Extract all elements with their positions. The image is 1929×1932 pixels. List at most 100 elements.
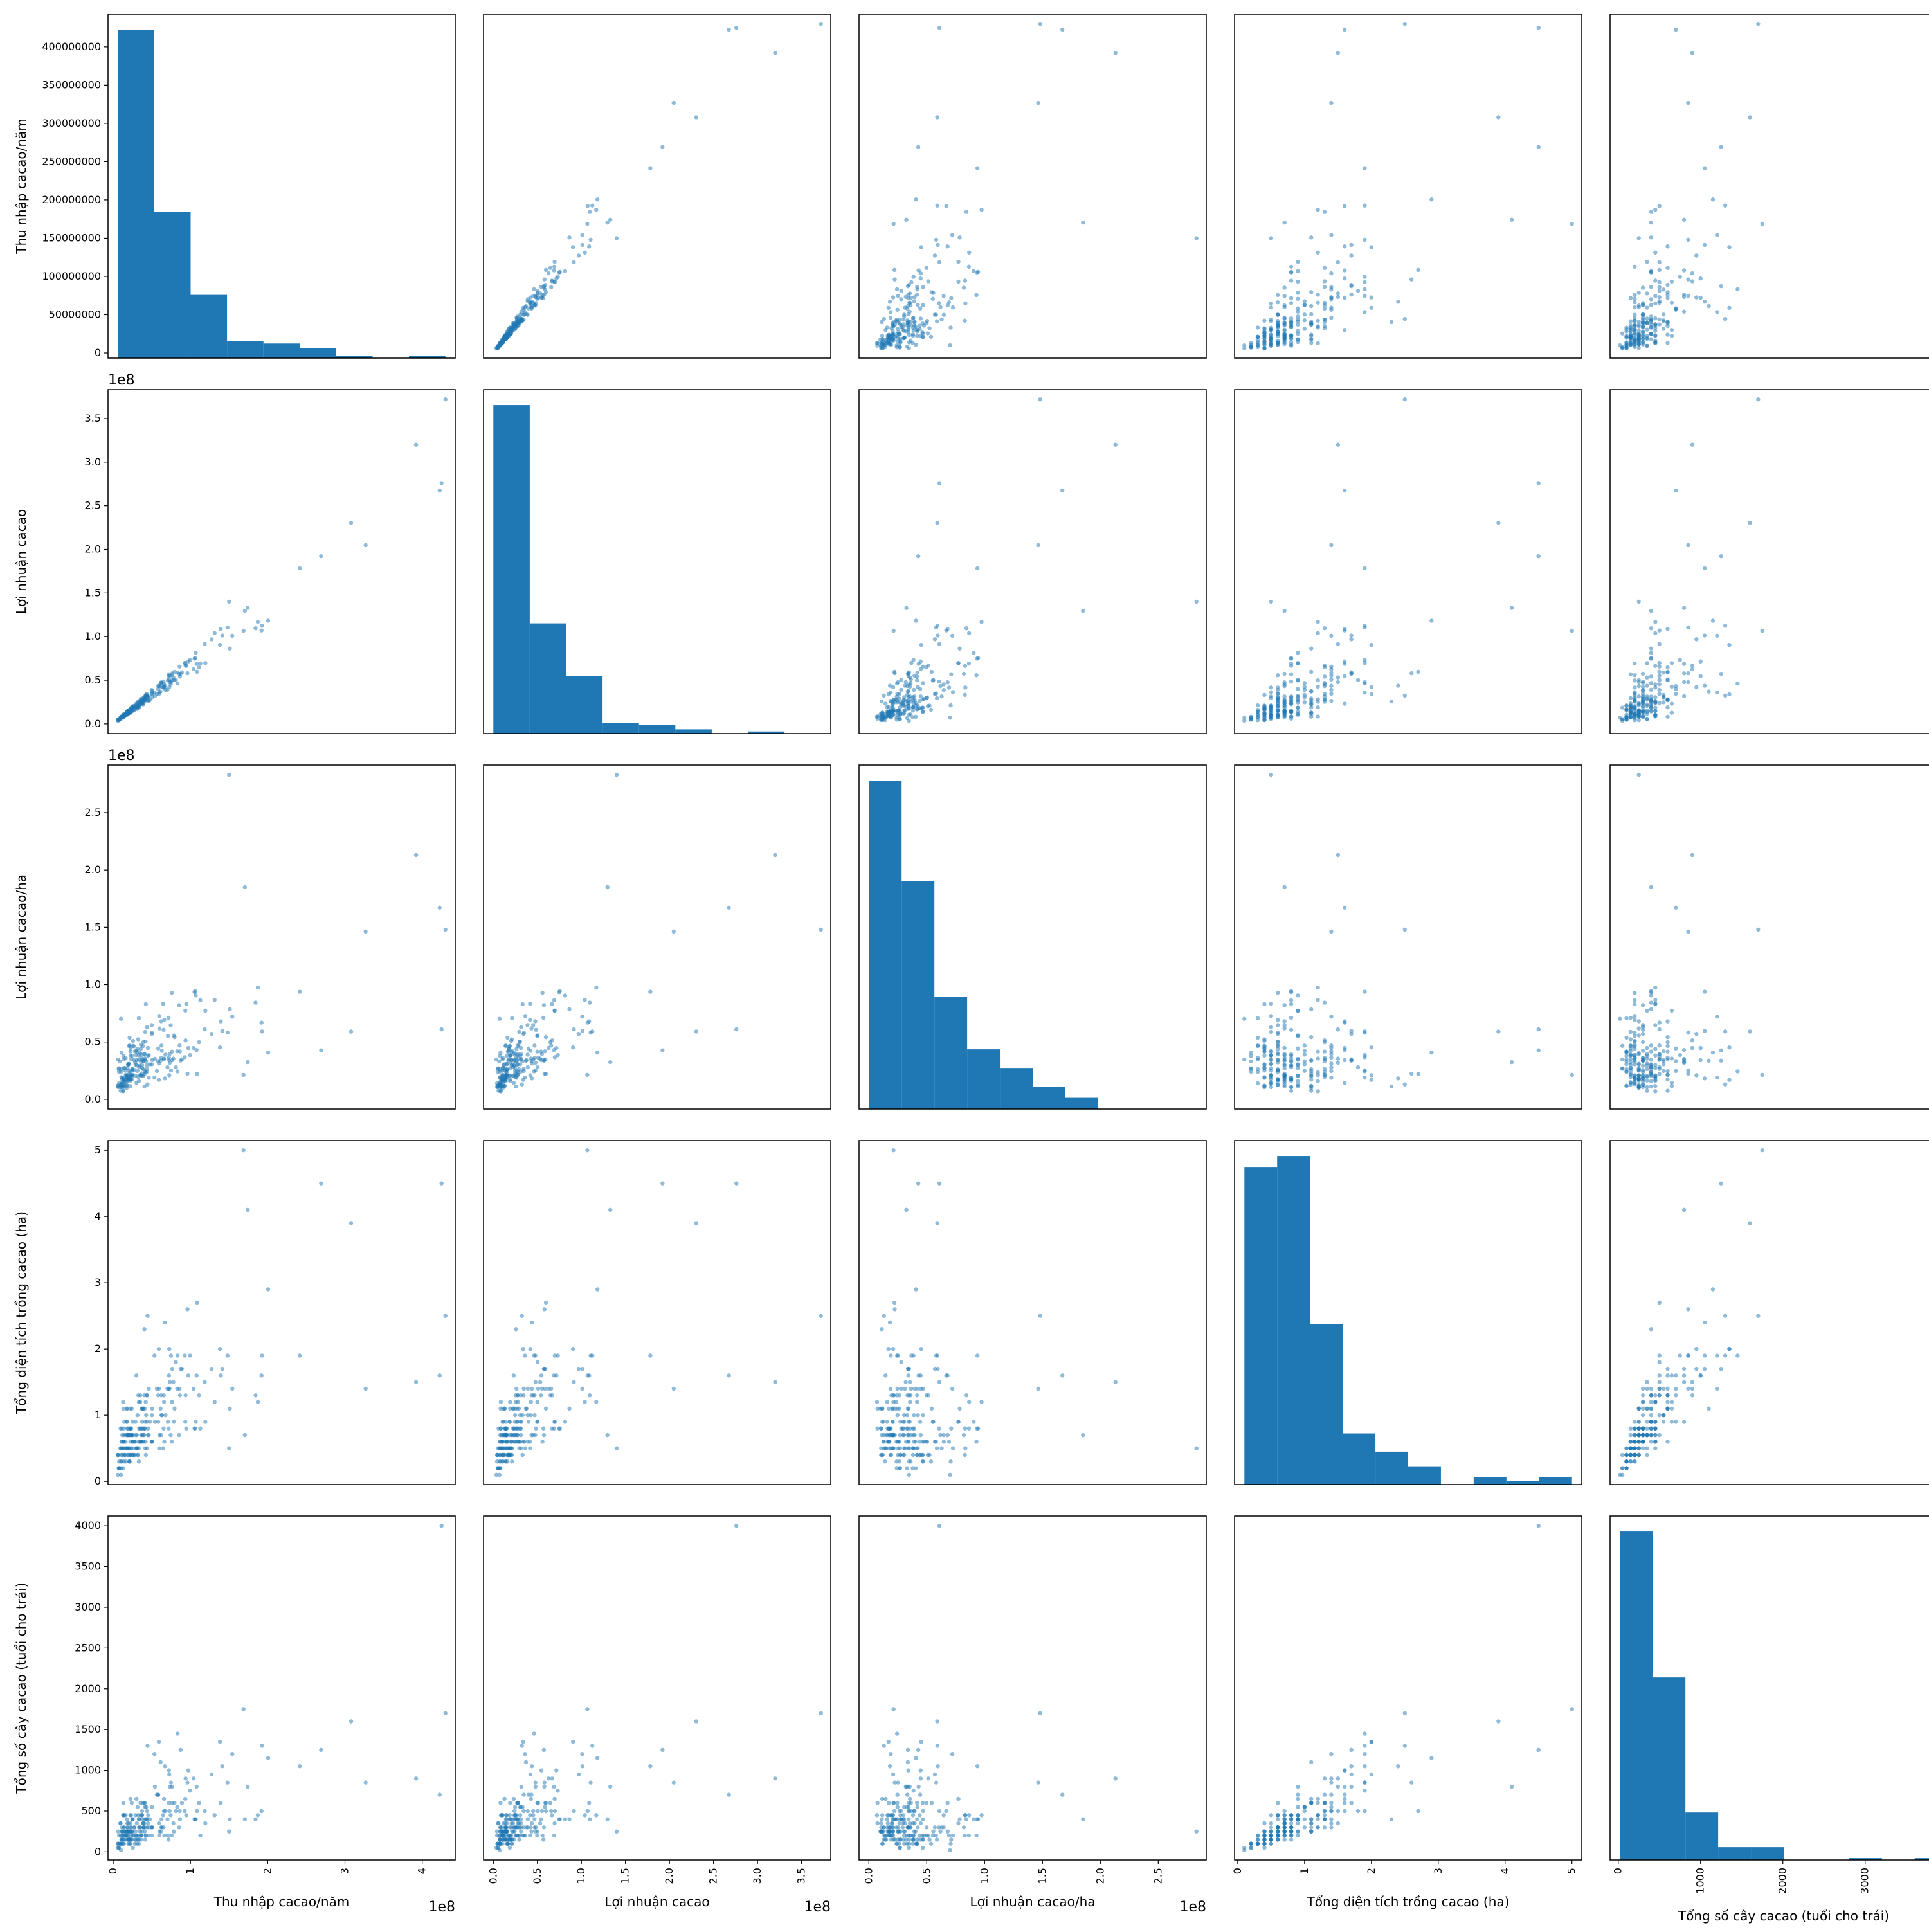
scatter-point (672, 101, 676, 105)
scatter-point (528, 1834, 532, 1837)
scatter-point (1665, 1387, 1669, 1391)
x-tick-label: 2.5 (707, 1868, 720, 1884)
scatter-point (1363, 682, 1366, 685)
scatter-point (1658, 1043, 1662, 1047)
cell-loi_nhuan_ha-vs-loi_nhuan_ha (859, 765, 1206, 1109)
scatter-point (773, 51, 777, 55)
scatter-point (1336, 295, 1340, 299)
scatter-point (882, 1837, 885, 1841)
scatter-point (889, 1393, 893, 1397)
scatter-point (1686, 1031, 1690, 1034)
scatter-point (1633, 1453, 1636, 1457)
scatter-point (972, 651, 975, 655)
scatter-point (1658, 1373, 1662, 1377)
scatter-point (530, 1321, 534, 1324)
scatter-point (1703, 683, 1707, 687)
scatter-point (516, 1400, 520, 1404)
scatter-point (935, 1221, 939, 1225)
scatter-point (125, 1821, 129, 1825)
scatter-point (1309, 1084, 1313, 1088)
scatter-point (1370, 1740, 1373, 1744)
scatter-point (1707, 689, 1710, 693)
scatter-point (1649, 647, 1653, 651)
scatter-point (1363, 691, 1366, 694)
scatter-point (498, 1466, 502, 1470)
scatter-point (819, 1711, 823, 1715)
scatter-point (926, 1834, 930, 1837)
scatter-point (879, 346, 883, 350)
cell-thu_nhap-vs-so_cay (1610, 14, 1929, 358)
scatter-point (886, 1813, 890, 1817)
scatter-point (1633, 1446, 1636, 1450)
scatter-point (1649, 694, 1653, 698)
scatter-point (127, 1446, 131, 1450)
scatter-point (176, 1353, 179, 1357)
scatter-point (194, 651, 197, 655)
scatter-point (1641, 1028, 1645, 1032)
scatter-point (1653, 278, 1657, 282)
scatter-point (161, 1825, 165, 1829)
scatter-point (256, 620, 260, 624)
scatter-point (898, 1420, 902, 1423)
scatter-point (588, 238, 592, 242)
scatter-point (956, 260, 960, 264)
scatter-point (508, 1079, 512, 1083)
axes-frame (108, 1141, 455, 1485)
scatter-point (1363, 624, 1366, 627)
scatter-point (159, 1407, 163, 1411)
scatter-point (1329, 1801, 1333, 1805)
scatter-point (524, 1059, 528, 1063)
scatter-point (1537, 481, 1541, 485)
scatter-point (129, 1084, 132, 1088)
scatter-point (158, 1026, 161, 1030)
scatter-point (1370, 692, 1373, 696)
scatter-point (1633, 316, 1636, 320)
scatter-point (1686, 671, 1690, 675)
scatter-point (172, 1407, 176, 1411)
scatter-point (907, 1446, 911, 1450)
scatter-point (500, 1446, 504, 1450)
scatter-point (157, 1834, 161, 1837)
scatter-point (1641, 325, 1645, 329)
scatter-point (1694, 637, 1698, 641)
scatter-point (552, 998, 556, 1002)
scatter-point (521, 1387, 525, 1391)
scatter-point (1649, 993, 1653, 997)
scatter-point (1262, 326, 1266, 330)
scatter-point (887, 710, 891, 714)
scatter-point (1396, 1076, 1400, 1080)
scatter-point (1665, 1088, 1669, 1092)
histogram-bar (1507, 1481, 1539, 1485)
scatter-point (183, 661, 186, 665)
scatter-point (887, 306, 891, 310)
scatter-point (903, 1785, 907, 1789)
scatter-point (1670, 1407, 1674, 1411)
scatter-point (532, 1731, 536, 1735)
scatter-point (221, 633, 224, 637)
scatter-point (933, 1773, 937, 1776)
scatter-point (1282, 698, 1286, 702)
scatter-point (1303, 1809, 1307, 1813)
scatter-point (180, 1801, 184, 1805)
axes-frame (108, 1516, 455, 1860)
scatter-point (1658, 1413, 1662, 1417)
scatter-point (1282, 1063, 1286, 1067)
scatter-point (505, 1068, 509, 1072)
scatter-point (534, 1380, 538, 1384)
scatter-point (1686, 626, 1690, 629)
scatter-point (1329, 1076, 1333, 1079)
scatter-point (1296, 1821, 1300, 1825)
scatter-point (1570, 222, 1574, 226)
scatter-point (1682, 268, 1686, 272)
scatter-point (1289, 680, 1293, 683)
scatter-point (906, 1760, 910, 1764)
scatter-point (938, 1433, 942, 1437)
scatter-point (161, 1813, 165, 1817)
scatter-point (887, 1347, 891, 1351)
scatter-point (1629, 1427, 1633, 1431)
cell-dien_tich-vs-dien_tich (1235, 1141, 1582, 1485)
scatter-point (906, 1407, 910, 1411)
scatter-point (694, 115, 698, 119)
scatter-point (536, 1360, 539, 1364)
y-tick-label: 1000 (75, 1764, 101, 1776)
